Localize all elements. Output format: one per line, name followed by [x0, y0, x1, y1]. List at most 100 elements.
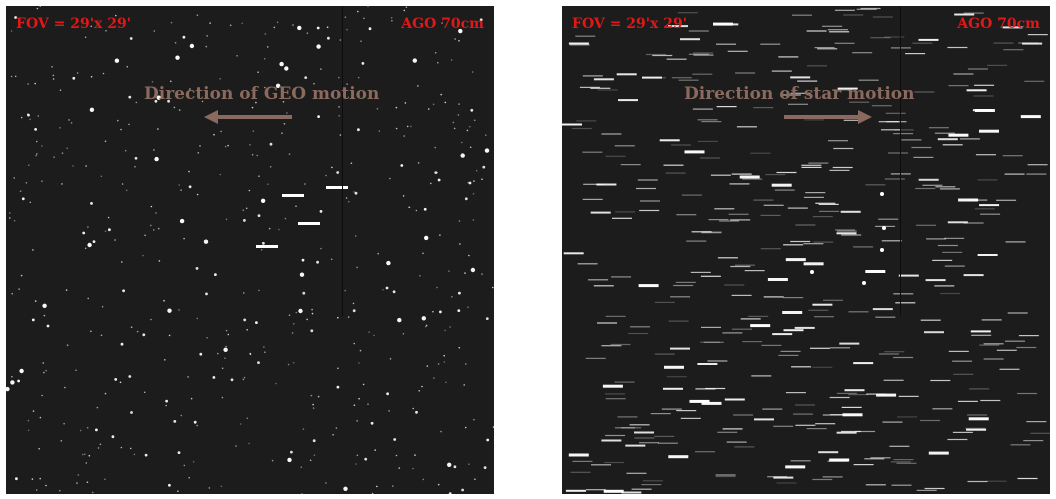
star-point [492, 426, 494, 428]
star-trail [865, 270, 886, 273]
star-trail [815, 423, 836, 425]
star-trail [731, 294, 752, 296]
star-point [286, 112, 288, 114]
star-point [142, 254, 144, 257]
star-point [288, 314, 291, 317]
star-point [34, 128, 37, 131]
star-point [124, 149, 127, 152]
star-point [214, 273, 217, 276]
star-trail [930, 379, 951, 382]
star-trail [639, 209, 660, 212]
star-trail [979, 129, 999, 133]
star-trail [883, 379, 904, 381]
star-point [436, 286, 438, 289]
star-point [39, 477, 41, 480]
star-trail [925, 279, 946, 282]
star-trail [939, 188, 960, 190]
star-point [32, 410, 35, 412]
star-point [183, 464, 186, 467]
star-trail [878, 121, 899, 123]
star-point [403, 9, 406, 12]
star-trail [690, 271, 711, 273]
star-point [38, 447, 40, 450]
geo-object-streak [282, 194, 304, 197]
star-point [472, 193, 475, 195]
star-point [471, 71, 474, 73]
star-trail [783, 244, 804, 246]
star-point [13, 177, 15, 179]
star-trail [689, 399, 710, 403]
star-point [448, 492, 452, 494]
star-point [406, 125, 409, 128]
star-trail [1027, 34, 1048, 36]
star-point [422, 252, 424, 255]
star-point [284, 66, 289, 71]
star-point [266, 46, 269, 48]
star-trail [996, 349, 1017, 351]
star-trail [841, 430, 861, 433]
left-direction-arrow-icon [204, 110, 292, 124]
star-point [85, 165, 87, 167]
star-trail [688, 30, 709, 32]
star-point [120, 128, 122, 131]
star-point [469, 125, 471, 128]
star-trail [890, 461, 911, 463]
star-trail [934, 132, 955, 134]
star-point [81, 453, 84, 456]
star-trail [932, 408, 953, 410]
star-point [423, 207, 427, 211]
star-trail [808, 162, 829, 164]
star-trail [614, 145, 635, 147]
star-point [332, 434, 334, 436]
star-point [104, 478, 106, 481]
star-point [193, 420, 197, 424]
star-trail [884, 178, 905, 180]
star-point [11, 292, 13, 295]
star-trail [750, 324, 771, 328]
star-point [353, 342, 356, 345]
star-point [257, 361, 260, 364]
star-point [9, 212, 11, 214]
star-trail [843, 14, 864, 16]
star-trail [1003, 49, 1024, 51]
star-point [95, 428, 98, 432]
star-point [68, 119, 70, 121]
star-point [6, 386, 10, 392]
star-trail [981, 319, 1002, 321]
star-trail [829, 31, 850, 33]
geo-object-streak [326, 186, 348, 189]
star-trail [701, 121, 722, 123]
star-point [37, 115, 40, 117]
star-trail [958, 198, 979, 202]
star-point [27, 429, 30, 432]
star-point [151, 81, 154, 83]
star-point [443, 361, 446, 363]
star-point [173, 420, 177, 423]
star-trail [701, 231, 722, 233]
star-trail [577, 263, 598, 265]
star-point [310, 394, 313, 397]
star-point [104, 392, 107, 395]
star-trail [568, 453, 589, 457]
star-trail [700, 275, 721, 277]
star-trail [876, 393, 897, 397]
star-point [128, 375, 132, 378]
star-trail [872, 308, 893, 311]
star-point [338, 106, 340, 108]
star-trail [818, 203, 839, 205]
star-trail [920, 319, 941, 321]
star-point [188, 476, 190, 479]
star-point [422, 478, 425, 481]
star-point [196, 424, 198, 427]
star-point [306, 318, 308, 321]
star-point [433, 377, 435, 379]
star-point [402, 333, 405, 335]
star-point [82, 231, 86, 235]
star-point [302, 291, 306, 295]
star-trail [898, 395, 919, 397]
star-point [27, 419, 30, 422]
star-trail [734, 446, 755, 448]
star-trail [848, 394, 869, 396]
star-point [144, 234, 146, 237]
star-point [173, 106, 176, 109]
